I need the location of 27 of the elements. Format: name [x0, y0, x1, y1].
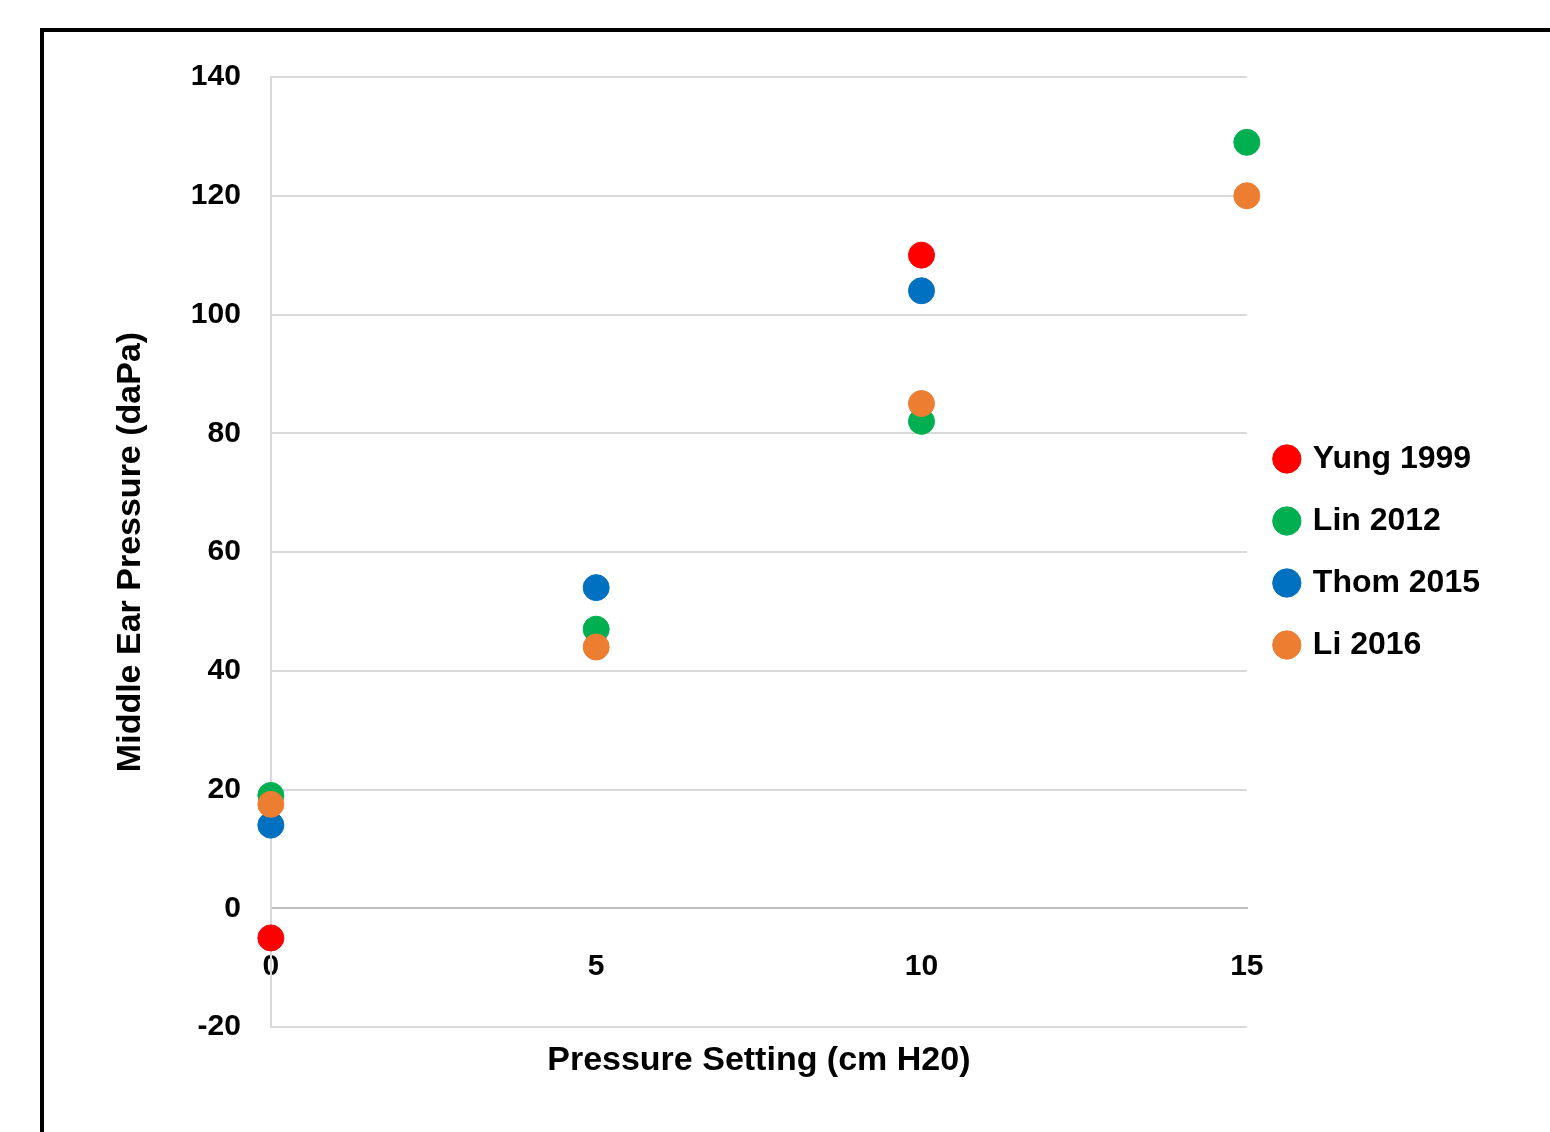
point [908, 241, 935, 269]
y-tick-label: 0 [224, 889, 241, 923]
point [257, 790, 285, 818]
x-axis-title: Pressure Setting (cm H20) [547, 1039, 971, 1078]
y-axis-title: Middle Ear Pressure (daPa) [108, 331, 147, 773]
point [257, 924, 285, 952]
y-tick-label: 80 [207, 414, 241, 448]
x-tick-label: 5 [587, 947, 605, 981]
point [582, 574, 610, 602]
point [1233, 128, 1261, 156]
legend-label: Li 2016 [1312, 624, 1422, 661]
y-tick-label: 20 [207, 770, 241, 804]
point [582, 633, 610, 661]
y-tick-label: 40 [207, 652, 241, 686]
legend-label: Lin 2012 [1312, 500, 1441, 537]
y-tick-label: 100 [190, 295, 241, 329]
legend-label: Thom 2015 [1312, 562, 1480, 599]
y-tick-label: -20 [197, 1008, 241, 1042]
legend-label: Yung 1999 [1312, 438, 1472, 475]
point [908, 390, 935, 418]
point [908, 277, 935, 305]
x-tick-label: 15 [1230, 947, 1264, 981]
y-tick-label: 60 [207, 533, 241, 567]
point [1233, 182, 1261, 210]
y-tick-label: 120 [190, 177, 241, 211]
x-tick-label: 10 [904, 947, 939, 981]
y-tick-label: 140 [190, 58, 241, 92]
